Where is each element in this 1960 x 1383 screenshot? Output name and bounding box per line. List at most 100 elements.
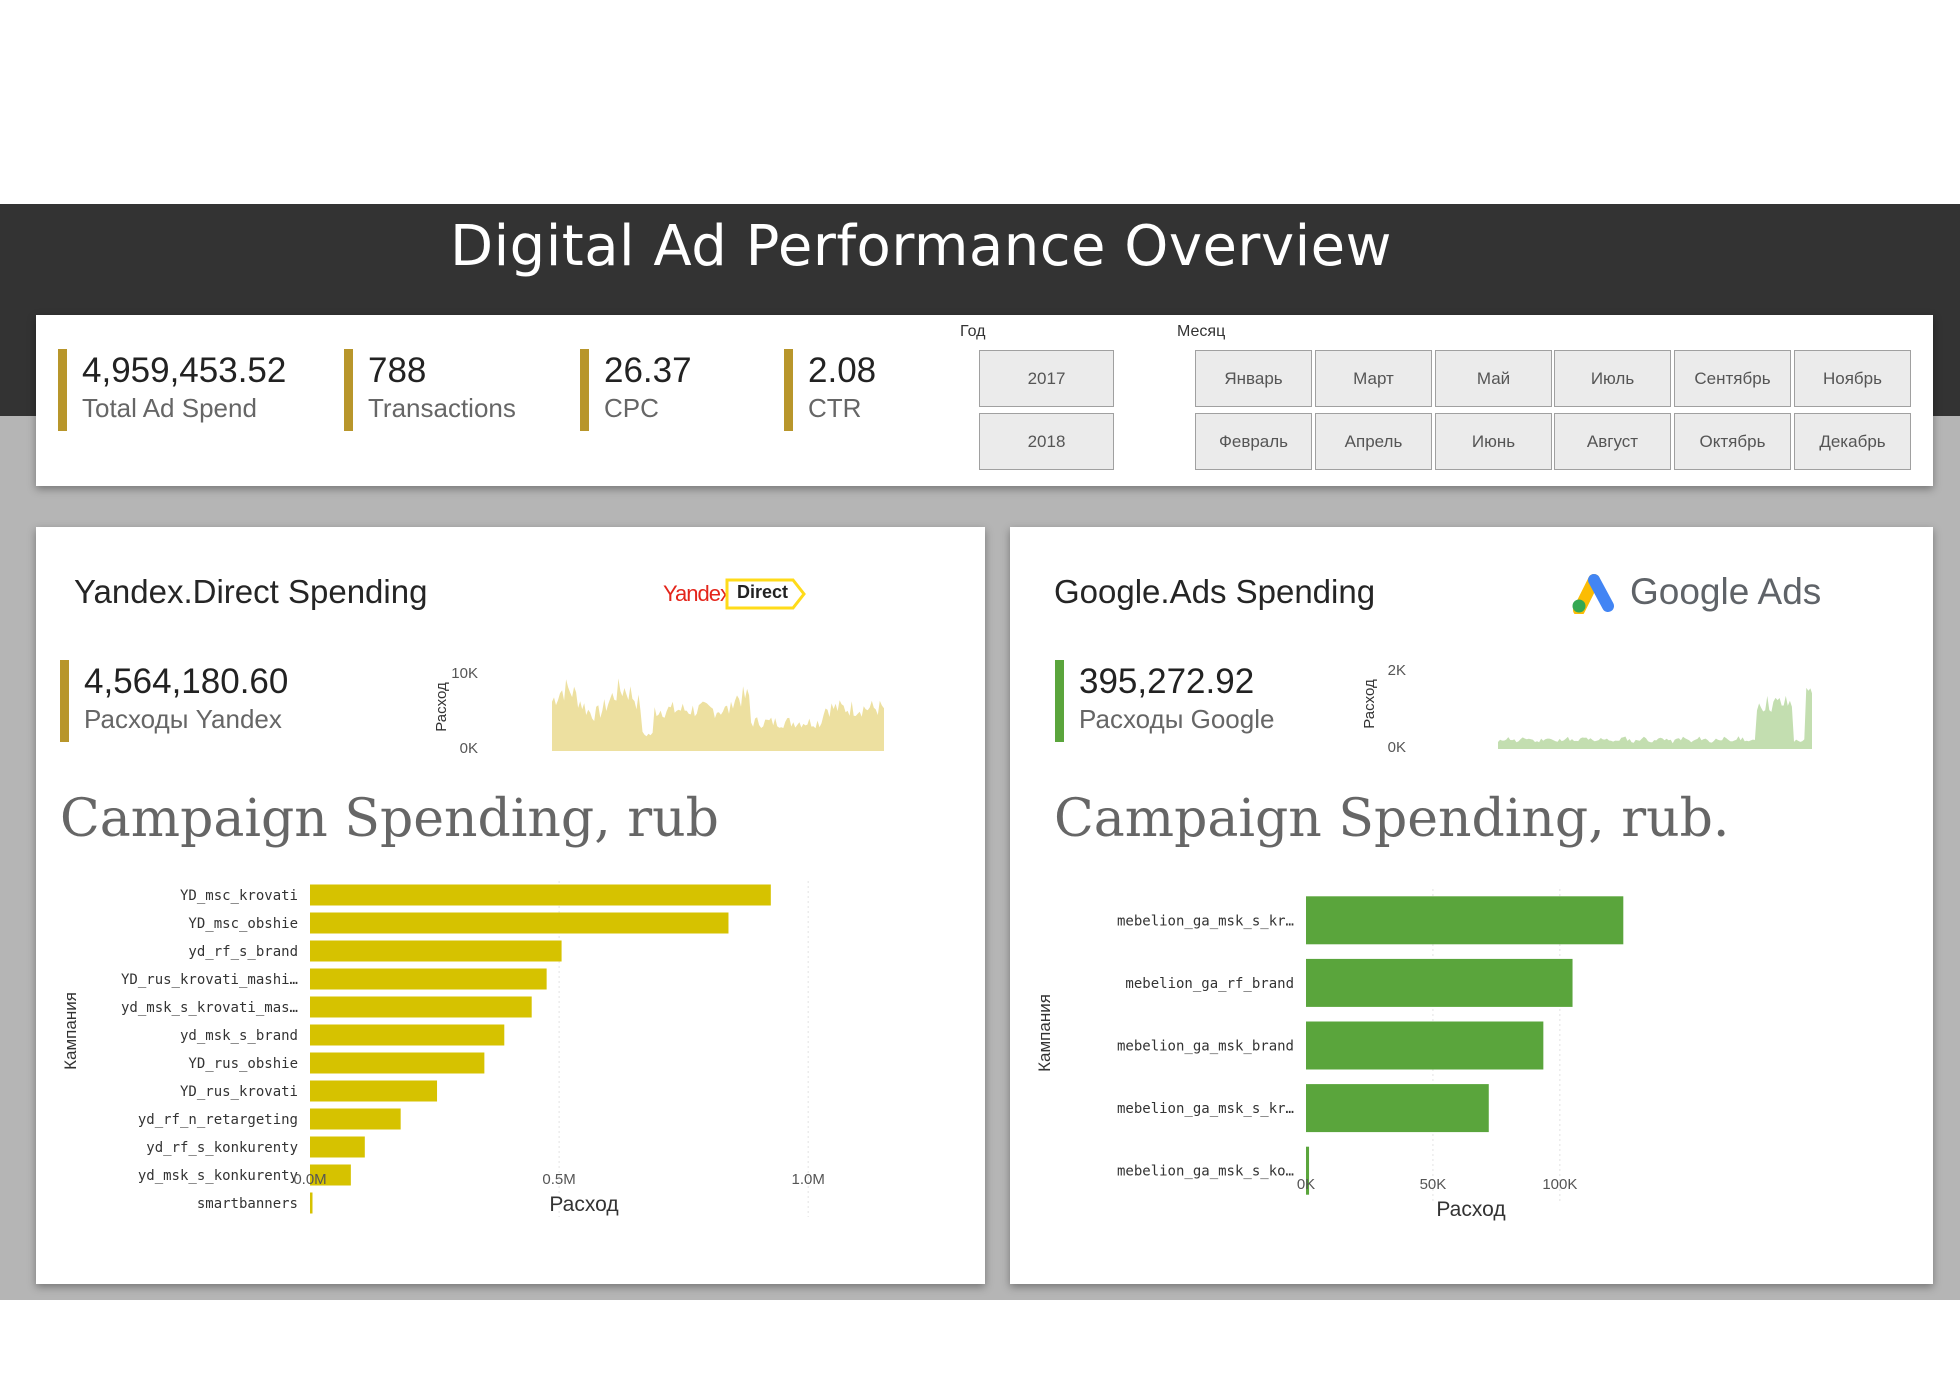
month-option-december[interactable]: Декабрь <box>1794 413 1911 470</box>
month-option-february[interactable]: Февраль <box>1195 413 1312 470</box>
kpi-accent-bar <box>58 349 67 431</box>
sparkline-tick-bottom: 0K <box>460 740 478 757</box>
category-label: YD_rus_obshie <box>188 1056 298 1072</box>
category-label: YD_msc_krovati <box>180 888 298 904</box>
page-title: Digital Ad Performance Overview <box>450 214 1392 279</box>
bar[interactable] <box>1306 958 1573 1007</box>
sparkline-tick-top: 10K <box>451 665 478 682</box>
kpi-value: 2.08 <box>808 351 877 390</box>
category-label: YD_rus_krovati_mashi… <box>121 972 298 988</box>
month-option-august[interactable]: Август <box>1554 413 1671 470</box>
bar[interactable] <box>310 968 547 990</box>
x-tick-label: 50K <box>1420 1176 1447 1193</box>
kpi-value: 788 <box>368 351 427 390</box>
month-option-april[interactable]: Апрель <box>1315 413 1432 470</box>
y-axis-title: Кампания <box>1035 994 1054 1072</box>
google-panel: Google.Ads Spending Google Ads 395,272.9… <box>1010 527 1933 1284</box>
kpi-card: 4,959,453.52 Total Ad Spend 788 Transact… <box>36 315 1933 486</box>
google-panel-title: Google.Ads Spending <box>1054 573 1376 610</box>
month-option-may[interactable]: Май <box>1435 350 1552 407</box>
sparkline-tick-top: 2K <box>1388 662 1406 679</box>
category-label: smartbanners <box>197 1196 298 1212</box>
y-axis-title: Кампания <box>61 992 80 1070</box>
month-option-november[interactable]: Ноябрь <box>1794 350 1911 407</box>
kpi-accent-bar <box>784 349 793 431</box>
month-option-june[interactable]: Июнь <box>1435 413 1552 470</box>
kpi-label: Расходы Yandex <box>84 704 282 734</box>
category-label: YD_rus_krovati <box>180 1084 298 1100</box>
yandex-direct-logo: Yandex Direct <box>663 578 806 610</box>
google-ads-logo-text: Google Ads <box>1630 571 1822 612</box>
x-tick-label: 0.0M <box>293 1171 326 1188</box>
google-ads-icon <box>1572 574 1614 614</box>
google-spend-sparkline: Расход 2K 0K <box>1361 662 1812 756</box>
month-option-march[interactable]: Март <box>1315 350 1432 407</box>
category-label: yd_msk_s_konkurenty <box>138 1168 298 1184</box>
category-label: mebelion_ga_msk_s_kr… <box>1117 1101 1294 1117</box>
category-label: mebelion_ga_rf_brand <box>1125 976 1294 992</box>
google-campaign-bar-chart: mebelion_ga_msk_s_kr… mebelion_ga_rf_bran… <box>1035 889 1624 1221</box>
kpi-accent-bar <box>60 660 69 742</box>
x-axis-title: Расход <box>1436 1198 1505 1221</box>
kpi-label: Расходы Google <box>1079 704 1275 734</box>
bar[interactable] <box>310 1164 351 1186</box>
sparkline-y-axis-title: Расход <box>1361 679 1378 729</box>
bar[interactable] <box>310 1024 505 1046</box>
sparkline-area <box>552 678 884 751</box>
month-option-july[interactable]: Июль <box>1554 350 1671 407</box>
bar[interactable] <box>310 940 562 962</box>
kpi-value: 4,959,453.52 <box>82 351 287 390</box>
sparkline-tick-bottom: 0K <box>1388 739 1406 756</box>
bar[interactable] <box>310 1192 313 1214</box>
bar[interactable] <box>310 1052 485 1074</box>
bar[interactable] <box>1306 1146 1310 1195</box>
kpi-label: CTR <box>808 393 862 423</box>
x-tick-label: 100K <box>1542 1176 1577 1193</box>
year-slicer-title: Год <box>960 323 986 340</box>
sparkline-area <box>1498 687 1812 749</box>
bar[interactable] <box>310 1080 438 1102</box>
yandex-spend-sparkline: Расход 10K 0K <box>433 665 884 757</box>
kpi-value: 4,564,180.60 <box>84 662 289 701</box>
google-campaign-chart-title: Campaign Spending, rub. <box>1054 789 1730 849</box>
bar[interactable] <box>1306 1021 1544 1070</box>
kpi-accent-bar <box>580 349 589 431</box>
bar[interactable] <box>310 884 771 906</box>
bar[interactable] <box>310 1108 401 1130</box>
yandex-logo-text: Yandex <box>663 581 731 606</box>
bar[interactable] <box>310 1136 365 1158</box>
yandex-panel-title: Yandex.Direct Spending <box>74 573 428 610</box>
kpi-label: Total Ad Spend <box>82 393 257 423</box>
category-label: yd_rf_s_brand <box>188 944 298 960</box>
kpi-accent-bar <box>1055 660 1064 742</box>
kpi-label: CPC <box>604 393 659 423</box>
kpi-value: 395,272.92 <box>1079 662 1255 701</box>
direct-badge-label: Direct <box>737 582 789 602</box>
month-option-january[interactable]: Январь <box>1195 350 1312 407</box>
category-label: mebelion_ga_msk_brand <box>1117 1039 1294 1055</box>
year-option-2018[interactable]: 2018 <box>979 413 1114 470</box>
month-option-september[interactable]: Сентябрь <box>1674 350 1791 407</box>
kpi-label: Transactions <box>368 393 516 423</box>
category-label: yd_msk_s_krovati_mas… <box>121 1000 298 1016</box>
bar[interactable] <box>310 996 532 1018</box>
yandex-panel: Yandex.Direct Spending Yandex Direct 4,5… <box>36 527 985 1284</box>
x-tick-label: 1.0M <box>792 1171 825 1188</box>
sparkline-y-axis-title: Расход <box>433 682 450 732</box>
google-ads-logo: Google Ads <box>1570 567 1821 617</box>
month-option-october[interactable]: Октябрь <box>1674 413 1791 470</box>
category-label: yd_msk_s_brand <box>180 1028 298 1044</box>
bar[interactable] <box>1306 1084 1489 1133</box>
bar[interactable] <box>310 912 729 934</box>
month-slicer-title: Месяц <box>1177 323 1226 340</box>
yandex-campaign-bar-chart: YD_msc_krovati YD_msc_obshie yd_rf_s_brand… <box>61 881 825 1217</box>
year-option-2017[interactable]: 2017 <box>979 350 1114 407</box>
yandex-campaign-chart-title: Campaign Spending, rub <box>60 789 719 849</box>
category-label: YD_msc_obshie <box>188 916 298 932</box>
bar[interactable] <box>1306 896 1624 945</box>
x-tick-label: 0K <box>1297 1176 1315 1193</box>
category-label: yd_rf_n_retargeting <box>138 1112 298 1128</box>
direct-badge-icon <box>725 578 806 610</box>
category-label: mebelion_ga_msk_s_kr… <box>1117 913 1294 929</box>
x-axis-title: Расход <box>549 1193 618 1216</box>
